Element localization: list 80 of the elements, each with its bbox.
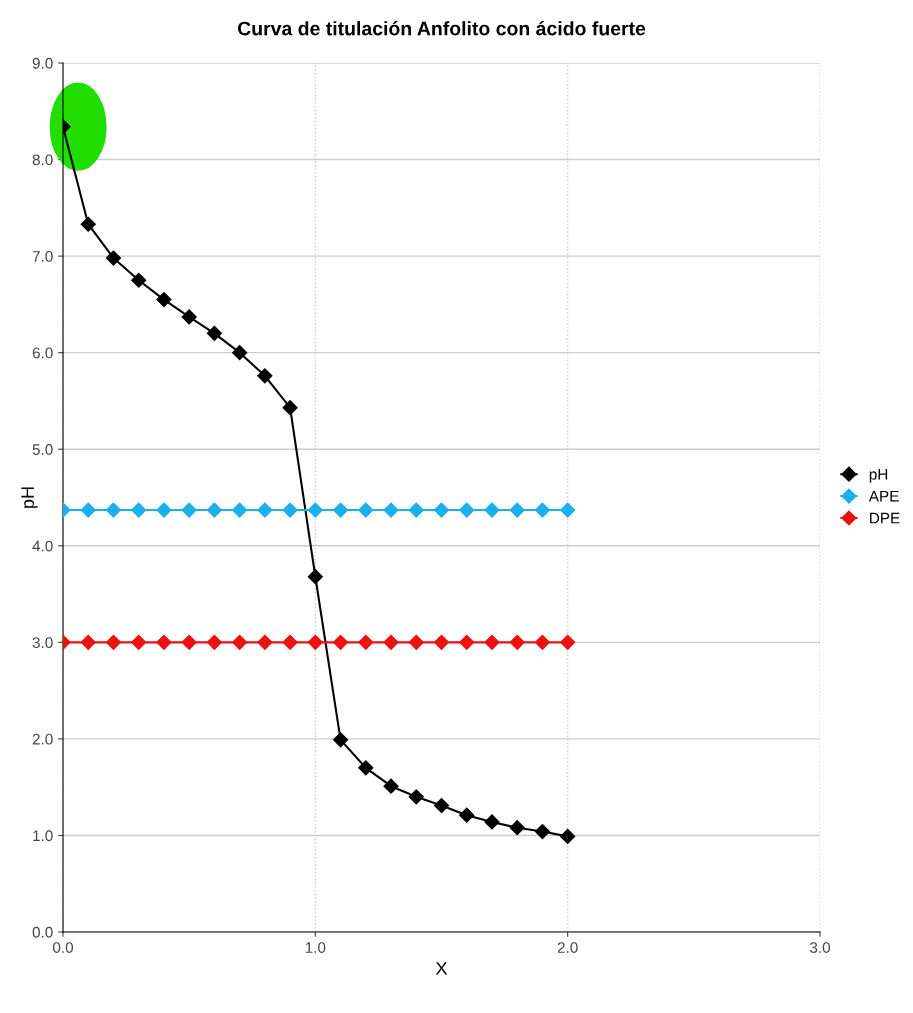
point [534,634,551,650]
chart-title: Curva de titulación Anfolito con ácido fuerte [237,20,646,36]
point [181,634,197,650]
point [232,345,248,361]
point [408,502,424,518]
point [181,309,197,325]
point [156,634,172,650]
point [459,634,475,650]
point [433,634,450,650]
point [206,502,222,518]
x-tick-label: 2.0 [557,942,578,953]
point [560,502,576,518]
point [282,400,298,416]
point [484,814,500,830]
legend-label: DPE [870,512,900,524]
point [560,828,576,844]
point [131,502,147,518]
y-tick-label: 0.0 [32,926,53,938]
point [560,634,576,650]
point [433,797,450,814]
point [156,502,172,518]
point [80,634,96,650]
x-tick-label: 1.0 [305,942,326,953]
point [206,325,222,341]
point [484,502,500,518]
legend-label: pH [869,469,888,483]
point [181,502,197,518]
point [131,634,147,650]
point [257,634,273,650]
point [358,760,374,776]
point [509,820,525,836]
point [257,502,273,518]
point [131,272,147,288]
point [307,569,323,585]
point [383,778,399,794]
point [257,368,273,384]
y-tick-label: 7.0 [32,250,53,262]
x-tick-label: 3.0 [809,942,831,953]
legend-label: APE [868,490,899,502]
point [408,789,424,805]
point [332,732,349,748]
point [206,634,222,650]
point [307,634,323,650]
point [408,634,424,650]
point [105,502,122,518]
y-tick-label: 6.0 [32,347,53,359]
y-tick-label: 1.0 [33,830,53,842]
point [534,824,551,840]
point [484,634,500,650]
point [358,502,374,518]
point [282,634,298,650]
y-tick-label: 2.0 [32,733,53,745]
point [307,502,323,518]
point [232,502,248,518]
y-tick-label: 8.0 [32,154,53,166]
point [105,634,122,650]
y-axis-title: pH [21,487,38,508]
point [509,502,525,518]
point [332,634,349,650]
y-tick-label: 3.0 [32,637,53,649]
point [383,502,399,518]
point [459,502,475,518]
y-tick-label: 5.0 [32,444,53,455]
x-tick-label: 0.0 [52,942,74,953]
x-axis-title: X [435,962,448,975]
point [80,216,96,232]
point [332,502,349,518]
point [282,502,298,518]
point [156,291,172,308]
point [509,634,525,650]
y-tick-label: 9.0 [32,57,53,69]
point [358,634,374,650]
point [383,634,399,650]
point [232,634,248,650]
point [459,807,475,823]
point [534,502,551,518]
point [80,502,96,518]
y-tick-label: 4.0 [32,540,53,552]
point [105,250,122,266]
point [433,502,450,518]
